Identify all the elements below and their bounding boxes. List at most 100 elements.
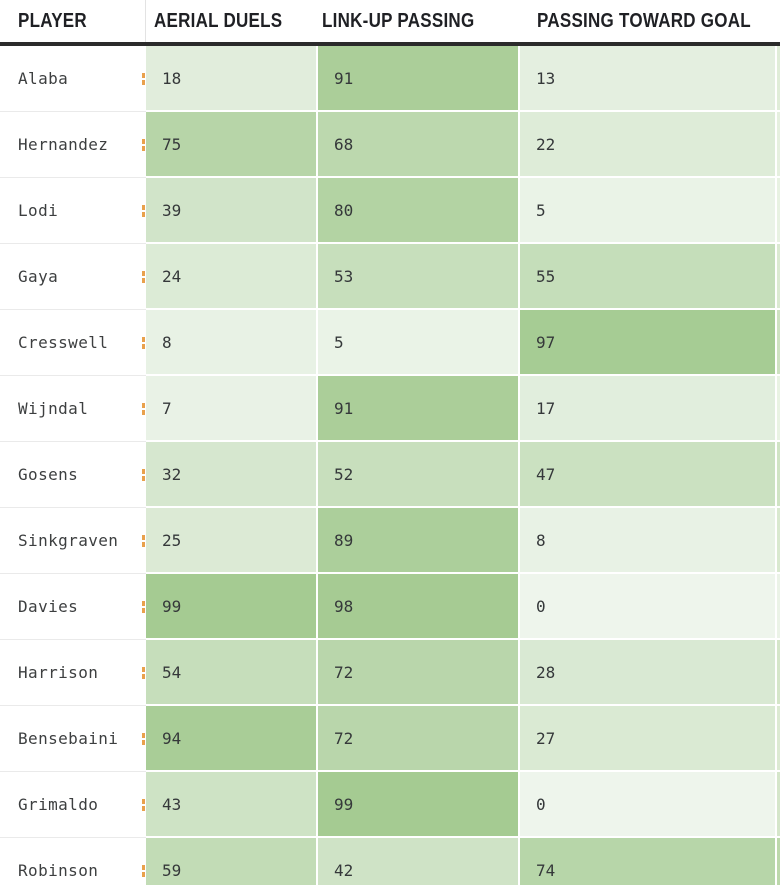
stat-cell-link-up-passing: 99 <box>318 772 520 838</box>
player-name: Davies <box>18 597 79 616</box>
clipped-orange-glyph-fragment <box>142 534 145 547</box>
stat-cell-passing-toward-goal: 22 <box>520 112 777 178</box>
stat-cell-aerial-duels: 32 <box>146 442 318 508</box>
player-name-cell: Davies <box>0 574 146 640</box>
table-row: Lodi 39 80 5 <box>0 178 780 244</box>
player-name: Sinkgraven <box>18 531 119 550</box>
cropped-next-column-sliver <box>777 46 780 112</box>
table-row: Harrison 54 72 28 <box>0 640 780 706</box>
cropped-next-column-sliver <box>777 838 780 885</box>
clipped-orange-glyph-fragment <box>142 732 145 745</box>
clipped-orange-glyph-fragment <box>142 666 145 679</box>
column-header-aerial-duels[interactable]: AERIAL DUELS <box>146 0 318 42</box>
stat-cell-passing-toward-goal: 97 <box>520 310 777 376</box>
clipped-orange-glyph-fragment <box>142 204 145 217</box>
stat-cell-link-up-passing: 72 <box>318 706 520 772</box>
column-header-passing-toward-goal[interactable]: PASSING TOWARD GOAL <box>520 0 777 42</box>
clipped-orange-glyph-fragment <box>142 270 145 283</box>
clipped-orange-glyph-fragment <box>142 798 145 811</box>
player-name: Gosens <box>18 465 79 484</box>
table-row: Wijndal 7 91 17 <box>0 376 780 442</box>
player-name-cell: Wijndal <box>0 376 146 442</box>
column-header-player-label: PLAYER <box>18 9 87 32</box>
player-name-cell: Gaya <box>0 244 146 310</box>
stat-cell-link-up-passing: 68 <box>318 112 520 178</box>
column-header-link-up-passing-label: LINK-UP PASSING <box>322 9 475 32</box>
player-name-cell: Bensebaini <box>0 706 146 772</box>
stat-cell-passing-toward-goal: 13 <box>520 46 777 112</box>
stat-cell-aerial-duels: 75 <box>146 112 318 178</box>
clipped-orange-glyph-fragment <box>142 336 145 349</box>
stat-cell-passing-toward-goal: 8 <box>520 508 777 574</box>
player-name-cell: Hernandez <box>0 112 146 178</box>
player-name-cell: Cresswell <box>0 310 146 376</box>
stat-cell-aerial-duels: 18 <box>146 46 318 112</box>
stat-cell-link-up-passing: 91 <box>318 46 520 112</box>
player-name: Gaya <box>18 267 59 286</box>
cropped-next-column-sliver <box>777 772 780 838</box>
stat-cell-passing-toward-goal: 0 <box>520 772 777 838</box>
stat-cell-passing-toward-goal: 74 <box>520 838 777 885</box>
player-name: Grimaldo <box>18 795 99 814</box>
cropped-next-column-sliver <box>777 178 780 244</box>
cropped-next-column-sliver <box>777 310 780 376</box>
table-header-row: PLAYER AERIAL DUELS LINK-UP PASSING PASS… <box>0 0 780 42</box>
stat-cell-link-up-passing: 42 <box>318 838 520 885</box>
table-row: Hernandez 75 68 22 <box>0 112 780 178</box>
stat-cell-aerial-duels: 24 <box>146 244 318 310</box>
stat-cell-link-up-passing: 98 <box>318 574 520 640</box>
stat-cell-passing-toward-goal: 5 <box>520 178 777 244</box>
player-name-cell: Robinson <box>0 838 146 885</box>
table-row: Gaya 24 53 55 <box>0 244 780 310</box>
player-name: Lodi <box>18 201 59 220</box>
player-name-cell: Gosens <box>0 442 146 508</box>
stat-cell-aerial-duels: 8 <box>146 310 318 376</box>
stat-cell-passing-toward-goal: 17 <box>520 376 777 442</box>
column-header-player[interactable]: PLAYER <box>0 0 146 42</box>
clipped-orange-glyph-fragment <box>142 864 145 877</box>
cropped-next-column-sliver <box>777 574 780 640</box>
stat-cell-link-up-passing: 91 <box>318 376 520 442</box>
table-body: Alaba 18 91 13 Hernandez 75 68 22 Lodi 39 80 5 Gaya 2… <box>0 46 780 885</box>
header-divider-bar <box>0 42 780 46</box>
cropped-next-column-sliver <box>777 376 780 442</box>
cropped-next-column-sliver <box>777 706 780 772</box>
stat-cell-link-up-passing: 53 <box>318 244 520 310</box>
table-row: Robinson 59 42 74 <box>0 838 780 885</box>
stat-cell-link-up-passing: 89 <box>318 508 520 574</box>
player-name: Alaba <box>18 69 69 88</box>
clipped-orange-glyph-fragment <box>142 600 145 613</box>
player-name-cell: Sinkgraven <box>0 508 146 574</box>
stat-cell-passing-toward-goal: 47 <box>520 442 777 508</box>
stat-cell-aerial-duels: 39 <box>146 178 318 244</box>
table-row: Bensebaini 94 72 27 <box>0 706 780 772</box>
stat-cell-aerial-duels: 7 <box>146 376 318 442</box>
player-name-cell: Alaba <box>0 46 146 112</box>
stat-cell-aerial-duels: 59 <box>146 838 318 885</box>
stat-cell-link-up-passing: 5 <box>318 310 520 376</box>
table-row: Davies 99 98 0 <box>0 574 780 640</box>
stat-cell-aerial-duels: 25 <box>146 508 318 574</box>
player-name-cell: Grimaldo <box>0 772 146 838</box>
player-name-cell: Lodi <box>0 178 146 244</box>
player-name: Hernandez <box>18 135 109 154</box>
clipped-orange-glyph-fragment <box>142 72 145 85</box>
player-name: Harrison <box>18 663 99 682</box>
stat-cell-link-up-passing: 80 <box>318 178 520 244</box>
table-row: Cresswell 8 5 97 <box>0 310 780 376</box>
cropped-next-column-sliver <box>777 640 780 706</box>
player-name-cell: Harrison <box>0 640 146 706</box>
cropped-next-column-sliver <box>777 112 780 178</box>
table-row: Grimaldo 43 99 0 <box>0 772 780 838</box>
column-header-link-up-passing[interactable]: LINK-UP PASSING <box>318 0 520 42</box>
cropped-next-column-sliver <box>777 508 780 574</box>
clipped-orange-glyph-fragment <box>142 402 145 415</box>
clipped-orange-glyph-fragment <box>142 468 145 481</box>
table-row: Sinkgraven 25 89 8 <box>0 508 780 574</box>
stat-cell-passing-toward-goal: 28 <box>520 640 777 706</box>
cropped-next-column-sliver <box>777 442 780 508</box>
stat-cell-passing-toward-goal: 0 <box>520 574 777 640</box>
player-name: Robinson <box>18 861 99 880</box>
player-name: Bensebaini <box>18 729 119 748</box>
